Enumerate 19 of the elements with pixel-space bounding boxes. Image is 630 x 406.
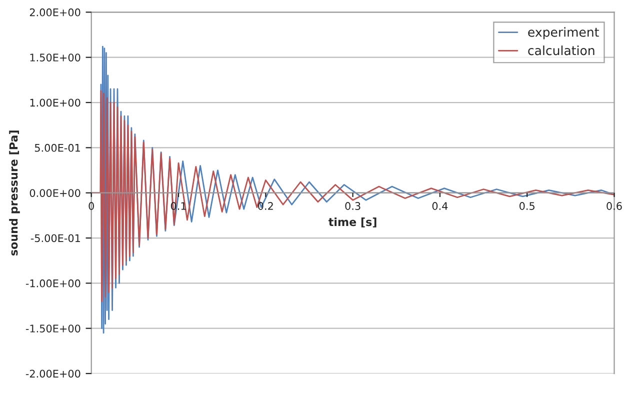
legend-label: experiment [528, 27, 599, 40]
legend-label: calculation [528, 46, 594, 56]
x-axis-title: time [s] [328, 218, 376, 228]
y-tick-label: -1.50E+00 [26, 324, 80, 332]
y-axis-title: sound pressure [Pa] [9, 130, 20, 256]
y-tick-label: -1.00E+00 [26, 279, 80, 288]
x-tick-label: 0.5 [520, 202, 534, 210]
y-tick-label: 5.00E-01 [34, 144, 80, 152]
x-tick-label: 0.6 [606, 202, 622, 210]
y-tick-label: 0.00E+00 [30, 189, 80, 197]
x-tick-label: 0.3 [345, 202, 360, 210]
y-tick-label: 1.00E+00 [30, 98, 80, 107]
y-tick-label: 2.00E+00 [30, 8, 80, 16]
y-tick-label: 1.50E+00 [30, 54, 80, 62]
x-tick-label: 0.2 [258, 202, 273, 210]
x-tick-label: 0 [88, 202, 94, 210]
y-tick-label: -5.00E-01 [30, 234, 80, 242]
x-tick-label: 0.4 [432, 202, 448, 210]
y-tick-label: -2.00E+00 [26, 370, 80, 378]
